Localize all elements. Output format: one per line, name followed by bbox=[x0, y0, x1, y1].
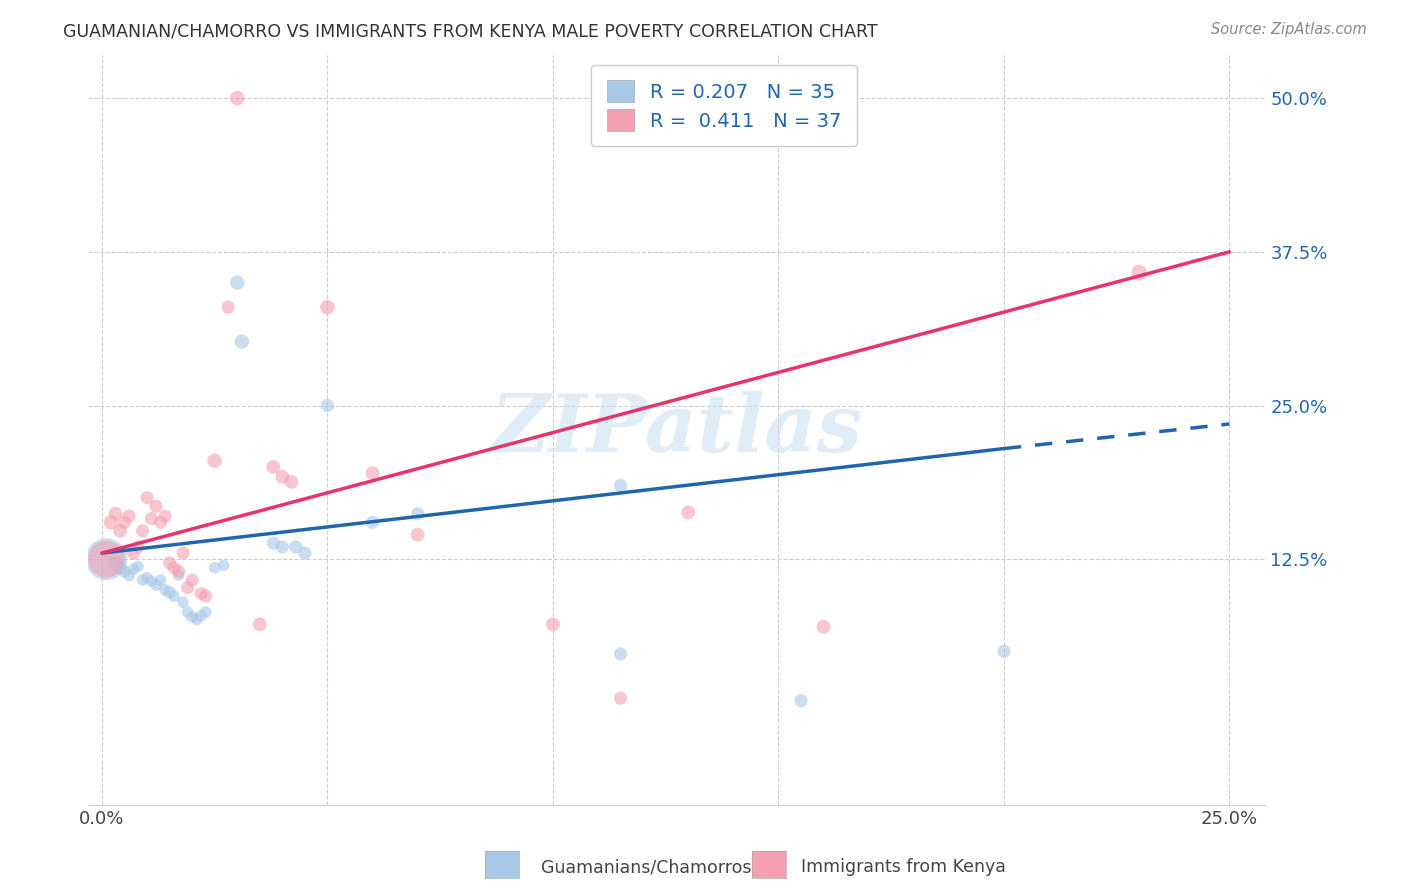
Point bbox=[541, 617, 564, 632]
Point bbox=[167, 568, 190, 582]
Point bbox=[127, 559, 149, 574]
Text: GUAMANIAN/CHAMORRO VS IMMIGRANTS FROM KENYA MALE POVERTY CORRELATION CHART: GUAMANIAN/CHAMORRO VS IMMIGRANTS FROM KE… bbox=[63, 22, 877, 40]
Point bbox=[181, 610, 204, 624]
Point bbox=[790, 693, 813, 707]
Point bbox=[181, 573, 204, 587]
Point bbox=[609, 647, 631, 661]
Point bbox=[609, 691, 631, 706]
Point bbox=[194, 605, 217, 619]
Point bbox=[145, 578, 167, 592]
Point bbox=[141, 511, 163, 525]
Point bbox=[194, 589, 217, 603]
Point bbox=[122, 546, 145, 560]
Point bbox=[186, 612, 208, 626]
Point bbox=[316, 399, 339, 413]
Text: Guamanians/Chamorros: Guamanians/Chamorros bbox=[541, 858, 752, 876]
Point bbox=[163, 589, 186, 603]
Point bbox=[149, 573, 172, 587]
Point bbox=[204, 561, 226, 575]
Point bbox=[96, 552, 118, 566]
Point bbox=[993, 644, 1015, 658]
Point bbox=[231, 334, 253, 349]
Point bbox=[609, 478, 631, 492]
Point bbox=[262, 536, 284, 550]
Point bbox=[271, 470, 294, 484]
Point bbox=[167, 565, 190, 579]
Point bbox=[1128, 266, 1150, 280]
Point bbox=[136, 491, 159, 505]
Point bbox=[104, 507, 127, 521]
Point bbox=[153, 582, 176, 597]
Point bbox=[114, 516, 136, 530]
Point bbox=[678, 506, 700, 520]
Point bbox=[153, 509, 176, 524]
Point bbox=[176, 605, 198, 619]
Point bbox=[104, 556, 127, 570]
Point bbox=[96, 552, 118, 566]
Point bbox=[108, 524, 131, 538]
Point bbox=[271, 540, 294, 554]
Point bbox=[361, 466, 384, 480]
Point bbox=[212, 558, 235, 573]
Point bbox=[100, 516, 122, 530]
Point bbox=[118, 568, 141, 582]
Point bbox=[172, 546, 194, 560]
Point bbox=[149, 516, 172, 530]
Point bbox=[131, 573, 153, 587]
Point bbox=[118, 509, 141, 524]
Point bbox=[122, 562, 145, 576]
Point bbox=[145, 500, 167, 514]
Point bbox=[262, 460, 284, 475]
Point bbox=[361, 516, 384, 530]
Point bbox=[217, 300, 239, 314]
Point bbox=[294, 546, 316, 560]
Point bbox=[131, 524, 153, 538]
Point bbox=[114, 565, 136, 579]
Point bbox=[190, 586, 212, 600]
Point bbox=[190, 608, 212, 623]
Point bbox=[316, 300, 339, 314]
Point bbox=[159, 585, 181, 599]
Point bbox=[163, 561, 186, 575]
Point bbox=[406, 527, 429, 541]
Point bbox=[176, 581, 198, 595]
Point bbox=[127, 540, 149, 554]
Point bbox=[159, 556, 181, 570]
Text: Immigrants from Kenya: Immigrants from Kenya bbox=[801, 858, 1007, 876]
Legend: R = 0.207   N = 35, R =  0.411   N = 37: R = 0.207 N = 35, R = 0.411 N = 37 bbox=[592, 65, 856, 146]
Text: ZIPatlas: ZIPatlas bbox=[491, 392, 863, 469]
Text: Source: ZipAtlas.com: Source: ZipAtlas.com bbox=[1211, 22, 1367, 37]
Point bbox=[280, 475, 302, 489]
Point bbox=[136, 571, 159, 585]
Point bbox=[813, 620, 835, 634]
Point bbox=[172, 595, 194, 609]
Point bbox=[108, 561, 131, 575]
Point bbox=[406, 507, 429, 521]
Point bbox=[204, 454, 226, 468]
Point bbox=[141, 574, 163, 589]
Point bbox=[249, 617, 271, 632]
Point bbox=[284, 540, 307, 554]
Point bbox=[226, 276, 249, 290]
Point bbox=[226, 91, 249, 105]
